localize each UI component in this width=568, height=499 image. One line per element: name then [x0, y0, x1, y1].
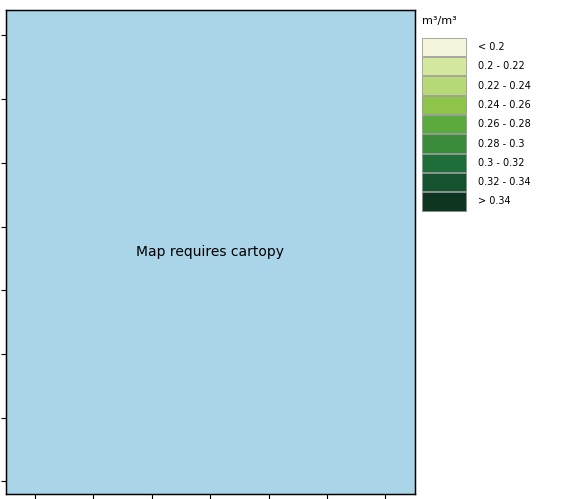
FancyBboxPatch shape	[422, 115, 466, 133]
FancyBboxPatch shape	[422, 38, 466, 56]
Text: m³/m³: m³/m³	[422, 16, 457, 26]
Text: Map requires cartopy: Map requires cartopy	[136, 245, 284, 259]
FancyBboxPatch shape	[422, 134, 466, 153]
FancyBboxPatch shape	[422, 192, 466, 211]
FancyBboxPatch shape	[422, 173, 466, 191]
Text: 0.22 - 0.24: 0.22 - 0.24	[478, 81, 531, 91]
Text: > 0.34: > 0.34	[478, 197, 511, 207]
Text: 0.2 - 0.22: 0.2 - 0.22	[478, 61, 525, 71]
Text: 0.26 - 0.28: 0.26 - 0.28	[478, 119, 531, 129]
Text: 0.28 - 0.3: 0.28 - 0.3	[478, 139, 525, 149]
Text: 0.3 - 0.32: 0.3 - 0.32	[478, 158, 525, 168]
FancyBboxPatch shape	[422, 76, 466, 95]
FancyBboxPatch shape	[422, 96, 466, 114]
Text: 0.32 - 0.34: 0.32 - 0.34	[478, 177, 531, 187]
Text: 0.24 - 0.26: 0.24 - 0.26	[478, 100, 531, 110]
Text: < 0.2: < 0.2	[478, 42, 505, 52]
FancyBboxPatch shape	[422, 57, 466, 75]
FancyBboxPatch shape	[422, 154, 466, 172]
